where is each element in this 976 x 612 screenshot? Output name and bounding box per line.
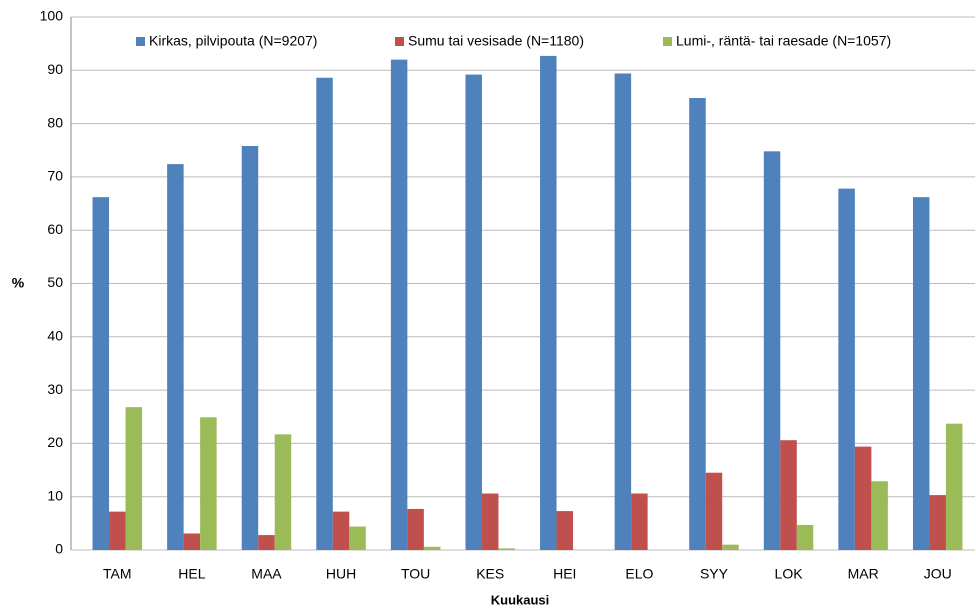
bar — [109, 511, 126, 550]
bar — [929, 495, 946, 550]
bar — [349, 526, 366, 550]
bar — [125, 407, 143, 550]
bar — [407, 508, 424, 550]
bar — [241, 145, 259, 550]
bar — [167, 164, 184, 550]
legend-label: Sumu tai vesisade (N=1180) — [408, 33, 584, 49]
bar — [274, 434, 292, 550]
bar — [871, 481, 888, 550]
bar — [332, 511, 350, 550]
bar — [92, 197, 110, 551]
x-tick-label: MAR — [848, 566, 879, 582]
x-tick-label: KES — [476, 566, 504, 582]
y-tick-label: 30 — [47, 381, 63, 397]
bar — [912, 197, 930, 551]
bar — [465, 74, 482, 551]
bar — [780, 440, 797, 550]
x-tick-label: LOK — [775, 566, 804, 582]
bar — [722, 544, 739, 550]
bar — [316, 77, 333, 551]
y-tick-label: 40 — [47, 328, 63, 344]
y-tick-label: 60 — [47, 221, 63, 237]
bar — [631, 493, 648, 550]
x-tick-label: TOU — [401, 566, 430, 582]
bar — [614, 73, 632, 551]
bar — [390, 59, 408, 550]
y-tick-label: 50 — [47, 274, 63, 290]
y-tick-label: 100 — [40, 8, 64, 24]
y-tick-label: 0 — [55, 541, 63, 557]
x-tick-label: ELO — [625, 566, 653, 582]
bar — [945, 423, 963, 550]
legend-swatch — [395, 37, 404, 46]
bar — [481, 493, 499, 550]
y-tick-label: 70 — [47, 168, 63, 184]
y-tick-label: 90 — [47, 61, 63, 77]
bar — [498, 548, 515, 550]
x-tick-label: HEI — [553, 566, 576, 582]
bar — [689, 98, 706, 551]
legend-label: Lumi-, räntä- tai raesade (N=1057) — [676, 33, 891, 49]
bar — [423, 546, 441, 550]
bar — [540, 55, 557, 551]
legend-swatch — [663, 37, 672, 46]
legend-swatch — [136, 37, 145, 46]
bar — [200, 417, 217, 550]
x-tick-label: JOU — [924, 566, 952, 582]
x-tick-label: HEL — [178, 566, 205, 582]
bar — [705, 472, 723, 550]
y-tick-label: 10 — [47, 487, 63, 503]
y-tick-label: 20 — [47, 434, 63, 450]
legend-label: Kirkas, pilvipouta (N=9207) — [149, 33, 317, 49]
bar — [763, 151, 781, 551]
x-axis-title: Kuukausi — [491, 592, 550, 607]
x-tick-label: SYY — [700, 566, 729, 582]
bar — [796, 524, 814, 550]
x-tick-label: MAA — [251, 566, 282, 582]
bar — [838, 188, 855, 550]
y-axis-title: % — [12, 275, 25, 291]
bar — [854, 446, 872, 550]
x-tick-label: HUH — [326, 566, 356, 582]
bar — [258, 535, 275, 550]
y-tick-label: 80 — [47, 114, 63, 130]
x-tick-label: TAM — [103, 566, 132, 582]
bar — [556, 511, 574, 550]
bar — [183, 533, 201, 550]
